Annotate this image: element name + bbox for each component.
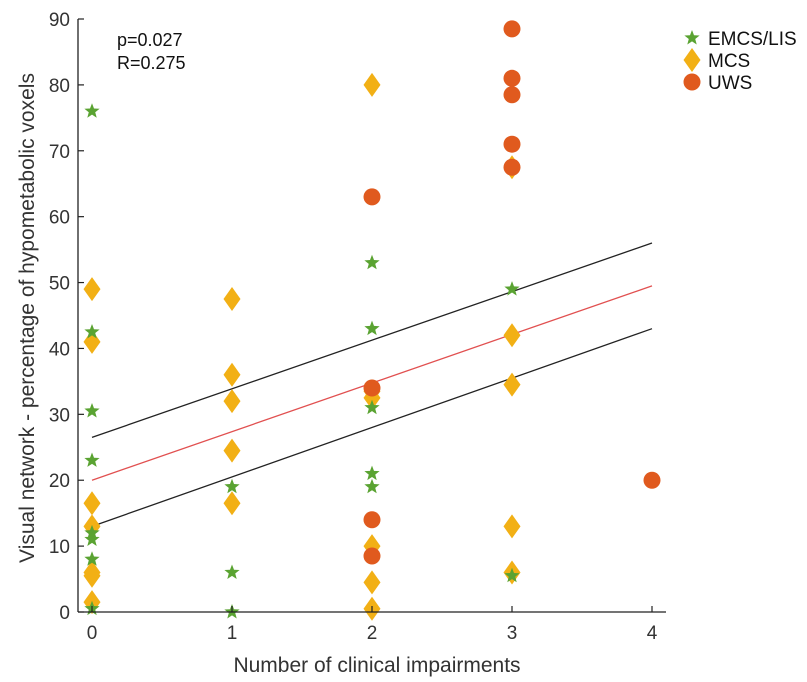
uws-point [363, 379, 381, 397]
legend-label-emcs-lis: EMCS/LIS [708, 29, 797, 50]
emcs-lis-point [224, 564, 240, 579]
axes: 0 10 20 30 40 50 60 70 80 90 0 1 2 3 4 [49, 10, 666, 644]
confidence-upper-line [91, 242, 653, 439]
mcs-point [83, 329, 101, 354]
y-tick-label: 50 [49, 274, 70, 295]
mcs-point [363, 570, 381, 595]
emcs-lis-point [364, 399, 380, 415]
emcs-lis-point [84, 323, 100, 339]
uws-point [503, 20, 521, 38]
x-tick-label: 2 [367, 623, 378, 644]
emcs-lis-point [364, 320, 380, 336]
x-tick-label: 1 [227, 623, 238, 644]
mcs-point [363, 72, 381, 97]
uws-point [363, 188, 381, 206]
p-value-annotation: p=0.027 [117, 30, 183, 50]
emcs-lis-point [84, 531, 100, 546]
mcs-point [83, 563, 101, 588]
legend-marker-emcs-lis [684, 30, 700, 45]
mcs-point [503, 514, 521, 539]
mcs-point [503, 372, 521, 397]
y-tick-label: 90 [49, 10, 70, 31]
mcs-point [223, 362, 241, 387]
legend-marker-uws [683, 73, 701, 91]
mcs-point [223, 287, 241, 312]
x-tick-label: 4 [647, 623, 658, 644]
mcs-point [83, 277, 101, 302]
uws-point [503, 158, 521, 176]
y-tick-label: 10 [49, 537, 70, 558]
x-tick-label: 3 [507, 623, 518, 644]
emcs-lis-point [84, 403, 100, 418]
y-tick-label: 70 [49, 142, 70, 163]
y-tick-label: 0 [59, 603, 70, 624]
uws-point [503, 69, 521, 87]
y-tick-label: 80 [49, 76, 70, 97]
mcs-point [223, 438, 241, 463]
r-value-annotation: R=0.275 [117, 53, 186, 73]
mcs-point [223, 491, 241, 516]
mcs-point [223, 389, 241, 414]
y-tick-label: 20 [49, 471, 70, 492]
emcs-lis-point [364, 254, 380, 270]
uws-point [363, 547, 381, 565]
legend-marker-mcs [683, 48, 701, 72]
legend-label-mcs: MCS [708, 51, 750, 72]
y-axis-title: Visual network - percentage of hypometab… [16, 73, 39, 563]
emcs-lis-point [224, 478, 240, 494]
x-axis-title: Number of clinical impairments [233, 654, 520, 677]
emcs-lis-point [504, 567, 520, 583]
mcs-point [83, 491, 101, 516]
uws-point [503, 86, 521, 104]
emcs-lis-point [84, 103, 100, 118]
uws-point [503, 135, 521, 153]
y-tick-label: 30 [49, 405, 70, 426]
emcs-lis-point [364, 478, 380, 494]
emcs-lis-point [84, 452, 100, 467]
uws-point [363, 511, 381, 529]
x-tick-label: 0 [87, 623, 98, 644]
emcs-lis-point [84, 551, 100, 566]
emcs-lis-point [364, 465, 380, 481]
confidence-lower-line [91, 328, 653, 527]
y-tick-label: 60 [49, 208, 70, 229]
mcs-point [503, 323, 521, 348]
legend-label-uws: UWS [708, 73, 752, 94]
y-tick-label: 40 [49, 339, 70, 360]
uws-point [643, 471, 661, 489]
emcs-lis-point [504, 281, 520, 296]
data-markers [83, 20, 661, 621]
